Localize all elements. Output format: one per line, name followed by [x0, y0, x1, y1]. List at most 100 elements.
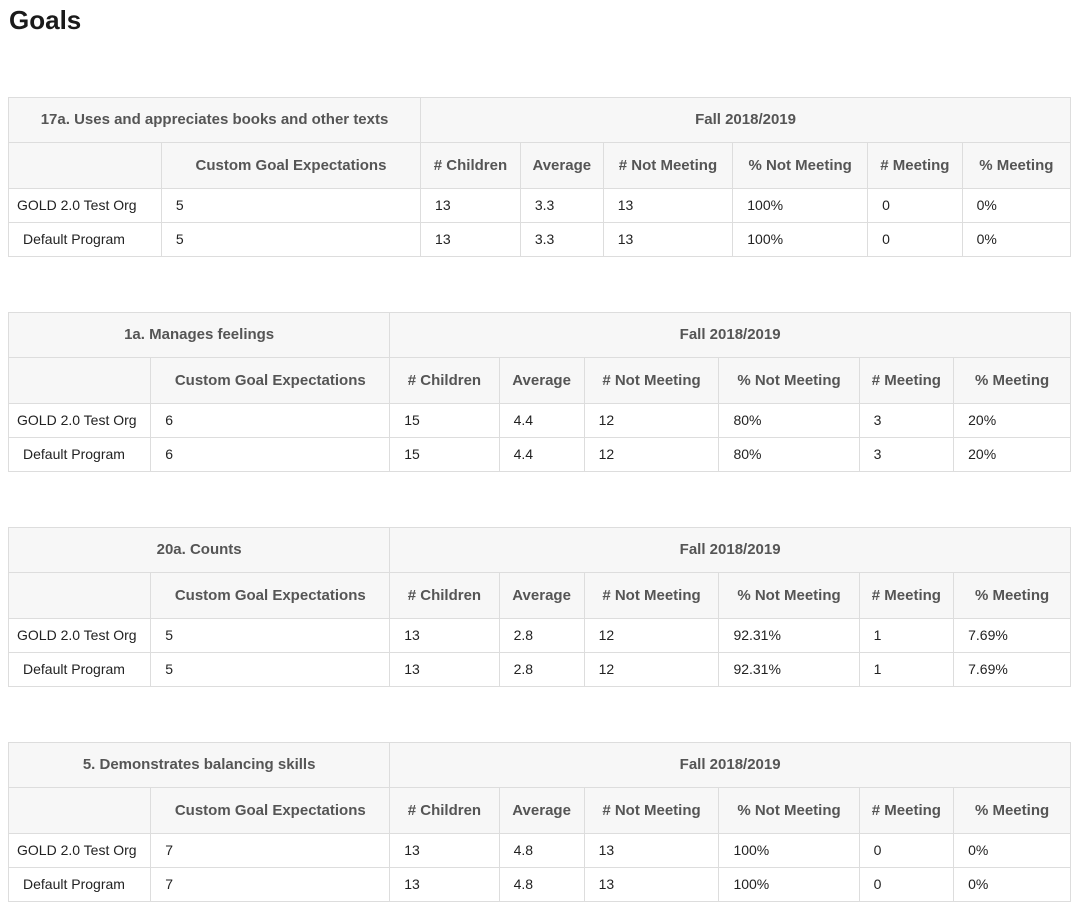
data-cell: 0: [858, 866, 955, 902]
data-cell: 0: [867, 187, 963, 223]
goal-title: 17a. Uses and appreciates books and othe…: [7, 96, 422, 143]
data-cell: 92.31%: [718, 617, 860, 653]
row-label: Default Program: [8, 221, 162, 257]
column-header: # Children: [389, 356, 500, 404]
row-label: Default Program: [7, 651, 152, 687]
table-title-row: 5. Demonstrates balancing skills Fall 20…: [7, 741, 1071, 788]
goal-title: 20a. Counts: [7, 526, 391, 573]
goal-table: 17a. Uses and appreciates books and othe…: [7, 96, 1072, 257]
column-header: # Not Meeting: [583, 356, 720, 404]
column-header: # Children: [420, 141, 521, 189]
data-cell: 3.3: [519, 187, 604, 223]
column-header: Average: [498, 571, 585, 619]
data-cell: 13: [389, 832, 500, 868]
data-cell: 4.4: [498, 402, 585, 438]
data-cell: 0: [867, 221, 963, 257]
data-cell: 13: [389, 651, 500, 687]
data-cell: 13: [389, 617, 500, 653]
table-row: GOLD 2.0 Test Org 7 13 4.8 13 100% 0 0%: [7, 832, 1071, 868]
row-label: GOLD 2.0 Test Org: [7, 402, 152, 438]
data-cell: 100%: [732, 221, 869, 257]
goal-table: 1a. Manages feelings Fall 2018/2019 Cust…: [7, 311, 1071, 472]
row-label-column-header: [7, 356, 152, 404]
data-cell: 4.4: [498, 436, 585, 472]
goal-title: 5. Demonstrates balancing skills: [7, 741, 391, 788]
data-cell: 13: [583, 832, 720, 868]
data-cell: 12: [583, 402, 720, 438]
table-row: Default Program 7 13 4.8 13 100% 0 0%: [7, 866, 1071, 902]
row-label: GOLD 2.0 Test Org: [7, 617, 152, 653]
row-label: Default Program: [7, 436, 152, 472]
column-header: # Meeting: [867, 141, 963, 189]
data-cell: 13: [420, 221, 521, 257]
column-header: # Children: [389, 571, 500, 619]
column-header: # Meeting: [858, 571, 955, 619]
column-header: % Meeting: [961, 141, 1072, 189]
data-cell: 1: [858, 617, 955, 653]
column-header: % Meeting: [953, 356, 1071, 404]
column-header: Custom Goal Expectations: [160, 141, 422, 189]
column-header: % Meeting: [953, 786, 1071, 834]
data-cell: 100%: [718, 832, 860, 868]
column-header: # Meeting: [858, 356, 955, 404]
data-cell: 0%: [961, 221, 1072, 257]
data-cell: 100%: [732, 187, 869, 223]
table-row: Default Program 5 13 3.3 13 100% 0 0%: [8, 221, 1072, 257]
column-header: % Not Meeting: [732, 141, 869, 189]
goal-table: 20a. Counts Fall 2018/2019 Custom Goal E…: [7, 526, 1071, 687]
data-cell: 5: [150, 617, 391, 653]
table-row: GOLD 2.0 Test Org 6 15 4.4 12 80% 3 20%: [7, 402, 1071, 438]
data-cell: 2.8: [498, 617, 585, 653]
data-cell: 13: [420, 187, 521, 223]
period-title: Fall 2018/2019: [389, 311, 1071, 358]
column-header: Average: [498, 356, 585, 404]
data-cell: 5: [150, 651, 391, 687]
data-cell: 100%: [718, 866, 860, 902]
data-cell: 7.69%: [953, 617, 1071, 653]
data-cell: 4.8: [498, 866, 585, 902]
table-row: Default Program 6 15 4.4 12 80% 3 20%: [7, 436, 1071, 472]
column-header-row: Custom Goal Expectations # Children Averag…: [8, 141, 1072, 189]
data-cell: 92.31%: [718, 651, 860, 687]
data-cell: 12: [583, 617, 720, 653]
column-header-row: Custom Goal Expectations # Children Averag…: [7, 356, 1071, 404]
data-cell: 7: [150, 866, 391, 902]
column-header: # Not Meeting: [583, 571, 720, 619]
data-cell: 13: [602, 187, 734, 223]
data-cell: 5: [160, 187, 422, 223]
column-header: % Meeting: [953, 571, 1071, 619]
data-cell: 0%: [953, 866, 1071, 902]
data-cell: 0%: [961, 187, 1072, 223]
column-header: # Not Meeting: [583, 786, 720, 834]
data-cell: 13: [583, 866, 720, 902]
data-cell: 80%: [718, 402, 860, 438]
table-title-row: 20a. Counts Fall 2018/2019: [7, 526, 1071, 573]
data-cell: 80%: [718, 436, 860, 472]
data-cell: 15: [389, 436, 500, 472]
period-title: Fall 2018/2019: [389, 526, 1071, 573]
goal-table-card: 17a. Uses and appreciates books and othe…: [7, 96, 1072, 257]
column-header: % Not Meeting: [718, 786, 860, 834]
column-header-row: Custom Goal Expectations # Children Averag…: [7, 786, 1071, 834]
column-header: Average: [519, 141, 604, 189]
data-cell: 6: [150, 436, 391, 472]
row-label-column-header: [7, 786, 152, 834]
data-cell: 13: [389, 866, 500, 902]
table-title-row: 1a. Manages feelings Fall 2018/2019: [7, 311, 1071, 358]
page-title: Goals: [9, 5, 82, 35]
data-cell: 3: [858, 436, 955, 472]
goal-table-card: 5. Demonstrates balancing skills Fall 20…: [7, 741, 1071, 902]
column-header: # Meeting: [858, 786, 955, 834]
data-cell: 20%: [953, 402, 1071, 438]
column-header: Custom Goal Expectations: [150, 786, 391, 834]
data-cell: 20%: [953, 436, 1071, 472]
column-header: # Children: [389, 786, 500, 834]
column-header: % Not Meeting: [718, 571, 860, 619]
goal-table: 5. Demonstrates balancing skills Fall 20…: [7, 741, 1071, 902]
data-cell: 15: [389, 402, 500, 438]
row-label-column-header: [7, 571, 152, 619]
data-cell: 4.8: [498, 832, 585, 868]
period-title: Fall 2018/2019: [389, 741, 1071, 788]
data-cell: 3: [858, 402, 955, 438]
